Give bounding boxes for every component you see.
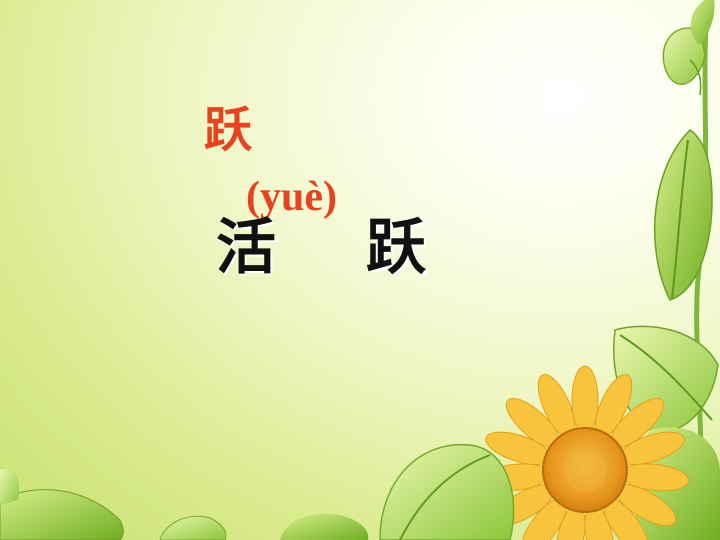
word-character-1: 活 [216, 213, 276, 283]
main-character: 跃 [204, 102, 253, 158]
pinyin-label: (yuè) [246, 174, 337, 220]
word-character-2: 跃 [366, 213, 426, 283]
